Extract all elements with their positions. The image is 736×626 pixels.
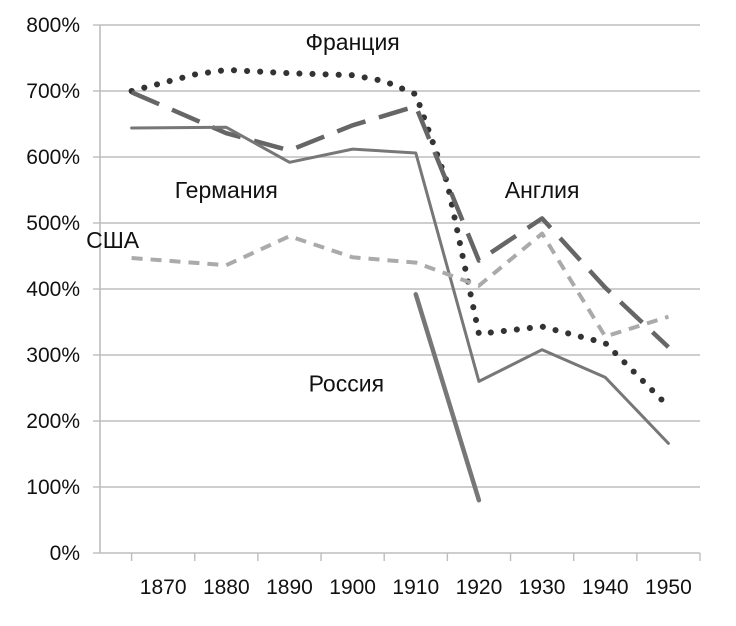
x-tick-label: 1920 [456,576,503,599]
y-tick-label: 500% [26,212,80,235]
axes [93,24,701,561]
y-tick-label: 700% [26,80,80,103]
gridlines [100,24,700,488]
y-tick-label: 400% [26,278,80,301]
y-tick-label: 800% [26,14,80,37]
x-tick-label: 1930 [519,576,566,599]
series-line [128,66,672,410]
x-tick-label: 1880 [203,576,250,599]
y-tick-label: 100% [26,476,80,499]
series-line [413,292,482,503]
y-tick-label: 600% [26,146,80,169]
series-label: США [86,227,140,253]
series-line [130,90,670,349]
series-label: Англия [505,177,580,203]
series-label: Франция [306,29,400,55]
x-axis-ticks: 1870 1880 1890 1900 1910 1920 1930 1940 1950 [140,576,692,599]
x-tick-label: 1900 [329,576,376,599]
series-line [130,125,670,445]
x-tick-label: 1910 [392,576,439,599]
series-annotations: Франция Германия Англия США Россия [86,29,579,396]
y-tick-label: 300% [26,344,80,367]
y-tick-label: 0% [50,542,80,565]
y-tick-label: 200% [26,410,80,433]
x-tick-label: 1870 [140,576,187,599]
y-axis-ticks: 0% 100% 200% 300% 400% 500% 600% 700% 800% [26,14,80,565]
x-tick-label: 1940 [582,576,629,599]
x-tick-label: 1950 [645,576,692,599]
series-line [131,231,669,339]
series-lines [128,66,672,503]
series-label: Германия [175,177,278,203]
series-label: Россия [309,370,384,396]
x-tick-label: 1890 [266,576,313,599]
